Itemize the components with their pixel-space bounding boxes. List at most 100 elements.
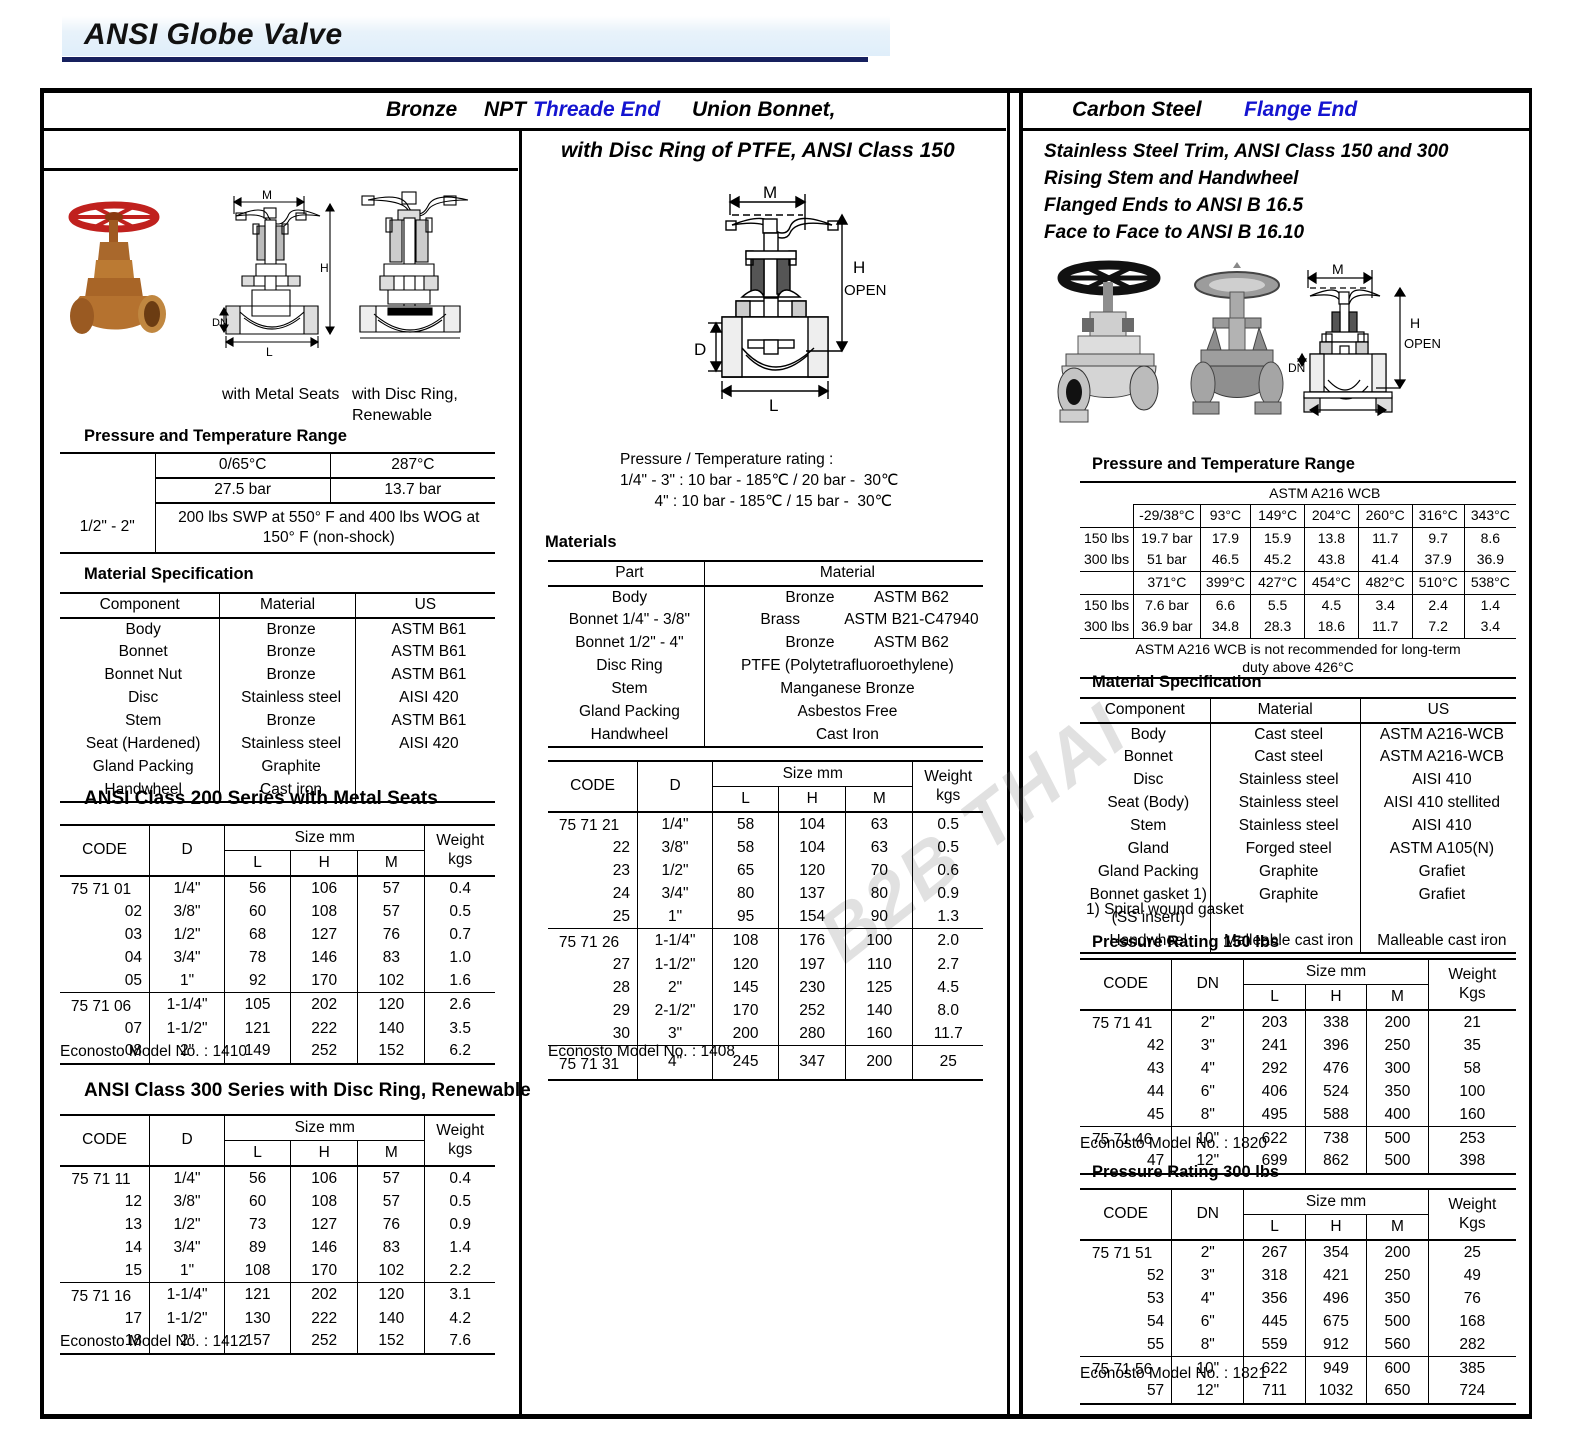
left-class300-table: CODE D Size mm Weight kgs L H M 75 71 11 1…: [60, 1114, 495, 1355]
th-weight-unit: Kgs: [1458, 1214, 1486, 1232]
mat-cell: AISI 420: [354, 687, 495, 710]
bronze-valve-photo: [68, 201, 166, 334]
row-l: 157: [224, 1330, 291, 1355]
mat-cell: Body: [1130, 725, 1166, 743]
row-l: 445: [1243, 1310, 1306, 1334]
th-l: L: [1243, 1214, 1306, 1241]
mat-cell: [354, 779, 495, 803]
right-pr150-table: CODE DN Size mm Weight Kgs L H M 75 71 41…: [1080, 958, 1516, 1175]
carbon-steel-valve-photo-2: [1190, 262, 1284, 415]
mat-cell: ASTM B61: [354, 664, 495, 687]
row-code: 05: [60, 969, 150, 994]
mat-head-material: Material: [219, 592, 356, 619]
right-pr150-title: Pressure Rating 150 lbs: [1092, 933, 1280, 951]
pt-val: 17.9: [1199, 527, 1251, 549]
row-m: 80: [845, 882, 913, 906]
svg-text:OPEN: OPEN: [1404, 336, 1441, 351]
row-w: 0.5: [912, 812, 983, 837]
mat-cell: Stem: [125, 712, 162, 730]
right-pr300-title: Pressure Rating 300 lbs: [1092, 1163, 1280, 1181]
mat-cell-mat: Asbestos Free: [703, 701, 983, 724]
row-m: 300: [1366, 1057, 1429, 1081]
mid-model-no: Econosto Model No. : 1408: [548, 1043, 735, 1060]
th-m: M: [357, 850, 425, 877]
mat-cell-mat: Manganese Bronze: [703, 678, 983, 701]
row-m: 200: [845, 1045, 913, 1081]
row-l: 73: [224, 1213, 291, 1237]
row-h: 154: [778, 905, 846, 930]
row-code: 04: [124, 948, 143, 966]
row-code: 25: [548, 905, 638, 930]
mat-cell: Stainless steel: [219, 687, 356, 710]
row-code: 22: [612, 838, 631, 856]
svg-text:M: M: [262, 190, 272, 202]
row-code: 47: [1080, 1150, 1172, 1175]
pt-footnote: ASTM A216 WCB is not recommended for lon…: [1080, 638, 1516, 679]
row-l: 80: [712, 882, 779, 906]
row-code: 75 71 46: [1091, 1131, 1153, 1149]
th-weight-unit: Kgs: [1458, 984, 1486, 1002]
carbon-steel-valve-photo-1: [1057, 260, 1161, 423]
svg-text:H: H: [1410, 315, 1420, 331]
pt-val: 7.6 bar: [1133, 594, 1201, 616]
mat-cell: Disc: [1133, 771, 1164, 789]
mat-cell: Bronze: [219, 710, 356, 733]
row-w: 11.7: [912, 1022, 983, 1047]
pt-val: 6.6: [1199, 594, 1251, 616]
row-h: 222: [290, 1307, 358, 1331]
row-w: 4.5: [912, 976, 983, 1000]
row-w: 253: [1427, 1126, 1516, 1151]
svg-text:H: H: [320, 261, 329, 275]
row-m: 350: [1366, 1080, 1429, 1104]
row-d: 3/8": [149, 1190, 225, 1214]
row-m: 63: [845, 812, 913, 837]
row-l: 241: [1243, 1034, 1306, 1058]
row-w: 282: [1427, 1333, 1516, 1358]
row-h: 222: [290, 1017, 358, 1041]
pt-val: 11.7: [1357, 616, 1413, 639]
row-code: 75 71 26: [558, 934, 620, 952]
right-header-carbon-steel: Carbon Steel: [1072, 98, 1202, 121]
row-code: 42: [1146, 1036, 1165, 1054]
svg-text:M: M: [763, 185, 777, 202]
pt-val: 46.5: [1199, 549, 1251, 572]
mat-cell: Bonnet: [1123, 748, 1173, 766]
row-h: 347: [778, 1045, 846, 1081]
th-weight-label: Weight: [436, 831, 485, 849]
mat-cell: Gland Packing: [1097, 863, 1199, 881]
right-pt-title: Pressure and Temperature Range: [1092, 455, 1355, 473]
row-d: 3/4": [149, 1236, 225, 1260]
row-w: 3.1: [424, 1282, 495, 1308]
pt-temp: 454°C: [1304, 571, 1359, 595]
pt-temp: 538°C: [1463, 571, 1516, 595]
row-l: 58: [712, 812, 779, 837]
pt-class: 300 lbs: [1080, 616, 1134, 639]
row-dn: 4": [1171, 1287, 1244, 1311]
pt-val: 8.6: [1463, 527, 1516, 549]
pt-temp: 482°C: [1357, 571, 1413, 595]
th-m: M: [1366, 1214, 1429, 1241]
right-mat-title: Material Specification: [1092, 673, 1262, 691]
row-h: 588: [1304, 1103, 1367, 1128]
pt-temp: 510°C: [1411, 571, 1465, 595]
th-size: Size mm: [1243, 958, 1429, 985]
row-l: 267: [1243, 1240, 1306, 1265]
svg-text:DN: DN: [212, 317, 228, 329]
th-m: M: [1366, 984, 1429, 1011]
frame-header-rule: [40, 128, 1006, 131]
row-w: 2.6: [424, 992, 495, 1018]
row-dn: 8": [1171, 1103, 1244, 1128]
row-d: 2": [149, 1330, 225, 1355]
th-weight-label: Weight: [436, 1121, 485, 1139]
title-underline: [62, 57, 868, 62]
row-code: 17: [124, 1309, 143, 1327]
row-m: 110: [845, 953, 913, 977]
row-h: 170: [290, 969, 358, 994]
mat-cell: Bonnet 1/4" - 3/8": [568, 611, 691, 629]
row-l: 699: [1243, 1150, 1306, 1175]
row-m: 83: [357, 946, 425, 970]
pt-temp-2: 287°C: [329, 452, 495, 479]
row-h: 476: [1304, 1057, 1367, 1081]
th-l: L: [224, 850, 291, 877]
th-d: D: [149, 1114, 225, 1167]
